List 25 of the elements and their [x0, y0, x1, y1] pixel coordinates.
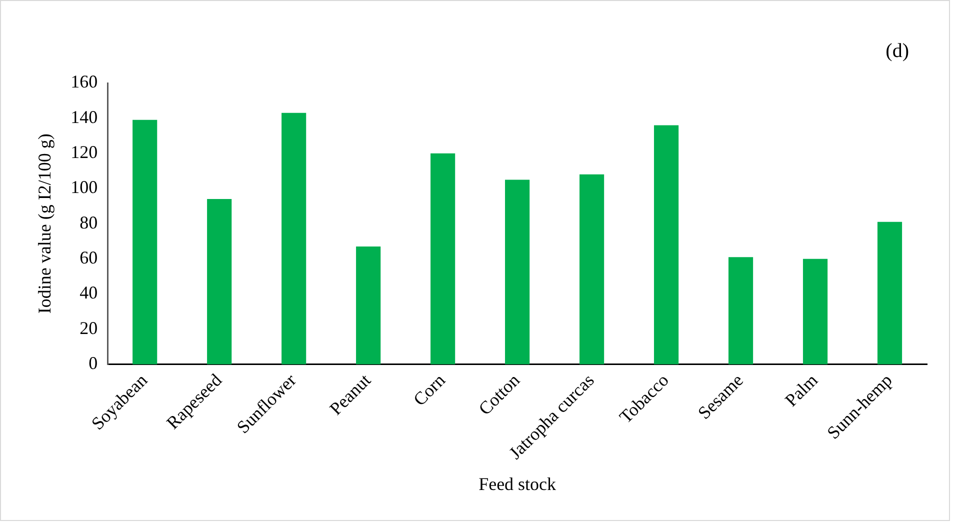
- bar: [802, 258, 828, 364]
- bar: [132, 120, 158, 364]
- y-tick-label: 20: [80, 318, 98, 338]
- bar: [728, 257, 754, 364]
- bar: [877, 222, 902, 364]
- y-tick-label: 100: [70, 177, 98, 198]
- bar: [430, 153, 456, 364]
- y-tick-label: 140: [70, 106, 98, 127]
- y-tick-label: 40: [80, 282, 98, 303]
- bar: [356, 246, 381, 364]
- bar: [654, 125, 679, 364]
- y-tick-label: 60: [80, 248, 98, 268]
- y-tick-label: 120: [70, 142, 98, 162]
- x-tick-label: Palm: [781, 370, 822, 410]
- x-axis-title: Feed stock: [478, 474, 556, 494]
- y-tick-label: 0: [88, 353, 98, 374]
- y-tick-label: 160: [70, 72, 98, 92]
- bar: [505, 180, 530, 364]
- bar: [207, 199, 232, 364]
- text: (d): [886, 40, 909, 62]
- bar: [282, 112, 306, 364]
- y-tick-label: 80: [80, 212, 98, 232]
- x-tick-label: Corn: [409, 370, 449, 410]
- y-axis-title: Iodine value (g I2/100 g): [34, 134, 55, 314]
- bar: [580, 174, 604, 364]
